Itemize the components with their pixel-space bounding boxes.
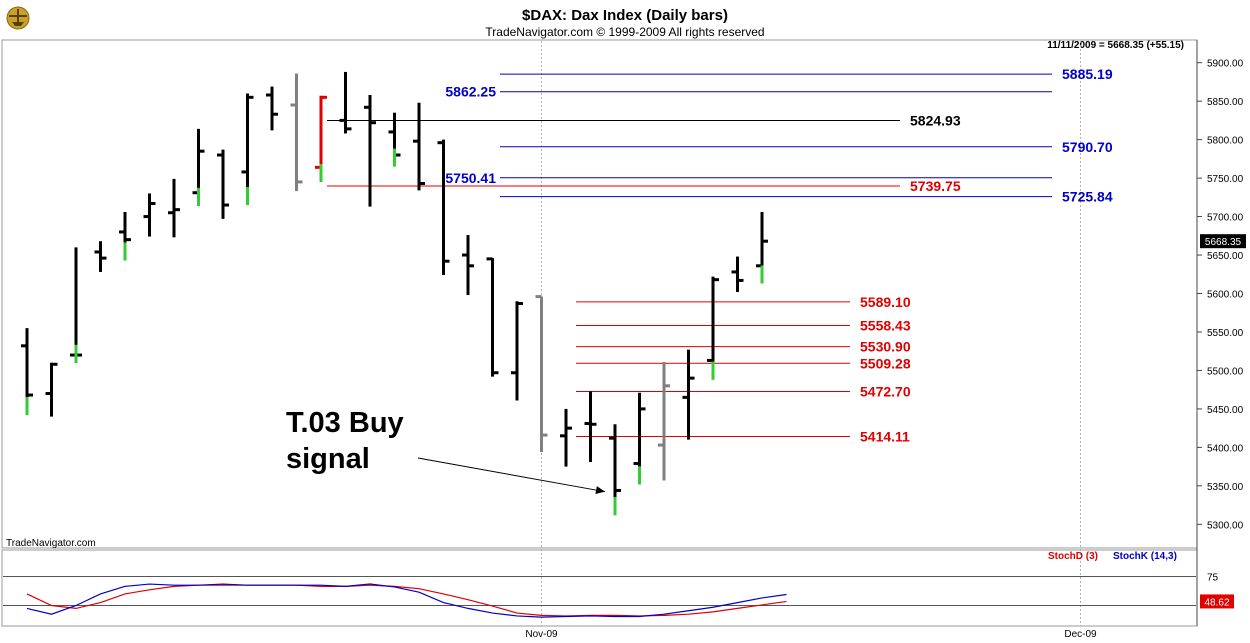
level-label-5: 5739.75 — [910, 178, 961, 194]
y-tick-label-6: 5600.00 — [1207, 290, 1244, 301]
stoch-last-label: 48.62 — [1204, 597, 1229, 608]
y-tick-label-5: 5550.00 — [1207, 328, 1244, 339]
y-tick-label-0: 5300.00 — [1207, 520, 1244, 531]
buy-signal-annotation-line1: T.03 Buy — [286, 407, 404, 439]
level-label-1: 5862.25 — [445, 84, 496, 100]
buy-signal-arrowhead — [595, 486, 605, 495]
y-tick-label-2: 5400.00 — [1207, 443, 1244, 454]
watermark: TradeNavigator.com — [6, 538, 96, 549]
level-label-7: 5589.10 — [860, 294, 911, 310]
last-price-label: 5668.35 — [1205, 237, 1242, 248]
chart-title: $DAX: Dax Index (Daily bars) — [522, 7, 728, 24]
ohlc-bars-layer — [21, 71, 768, 516]
stoch-last-box — [1200, 594, 1234, 609]
last-price-box — [1200, 234, 1246, 249]
stochastic-layer: 75 48.62 — [3, 573, 1234, 618]
y-tick-label-4: 5500.00 — [1207, 366, 1244, 377]
y-tick-label-11: 5850.00 — [1207, 97, 1244, 108]
level-label-2: 5824.93 — [910, 112, 961, 128]
level-label-6: 5725.84 — [1062, 189, 1113, 205]
x-axis-label-0: Nov-09 — [525, 629, 558, 640]
y-tick-label-3: 5450.00 — [1207, 405, 1244, 416]
level-lines-layer: 5885.19 5862.25 5824.93 5790.70 5750.41 5739.… — [327, 66, 1113, 445]
y-tick-label-12: 5900.00 — [1207, 59, 1244, 70]
level-label-10: 5509.28 — [860, 355, 911, 371]
level-label-8: 5558.43 — [860, 317, 911, 333]
y-tick-label-1: 5350.00 — [1207, 482, 1244, 493]
tradenavigator-logo — [6, 6, 30, 30]
price-axis-layer: 5300.00 5350.00 5400.00 5450.00 5500.00 5550.… — [1197, 59, 1246, 531]
stoch-panel-frame — [1, 549, 1198, 627]
stoch-tick-label-0: 75 — [1207, 573, 1219, 584]
level-label-12: 5414.11 — [860, 429, 910, 445]
y-tick-label-8: 5700.00 — [1207, 213, 1244, 224]
chart-copyright: TradeNavigator.com © 1999-2009 All right… — [485, 25, 764, 39]
quote-readout: 11/11/2009 = 5668.35 (+55.15) — [1047, 40, 1184, 51]
level-label-0: 5885.19 — [1062, 66, 1113, 82]
buy-signal-arrow — [417, 457, 606, 493]
stoch-series-0 — [26, 584, 787, 617]
level-label-4: 5750.41 — [445, 170, 496, 186]
y-tick-label-9: 5750.00 — [1207, 174, 1244, 185]
level-label-9: 5530.90 — [860, 339, 911, 355]
main-panel-frame — [1, 39, 1198, 549]
stochk-legend: StochK (14,3) — [1113, 551, 1177, 562]
stoch-series-1 — [26, 583, 787, 618]
y-tick-label-10: 5800.00 — [1207, 136, 1244, 147]
x-axis-label-1: Dec-09 — [1064, 629, 1097, 640]
level-label-3: 5790.70 — [1062, 139, 1113, 155]
y-tick-label-7: 5650.00 — [1207, 251, 1244, 262]
stochd-legend: StochD (3) — [1048, 551, 1098, 562]
buy-signal-annotation-line2: signal — [286, 443, 370, 475]
level-label-11: 5472.70 — [860, 383, 911, 399]
